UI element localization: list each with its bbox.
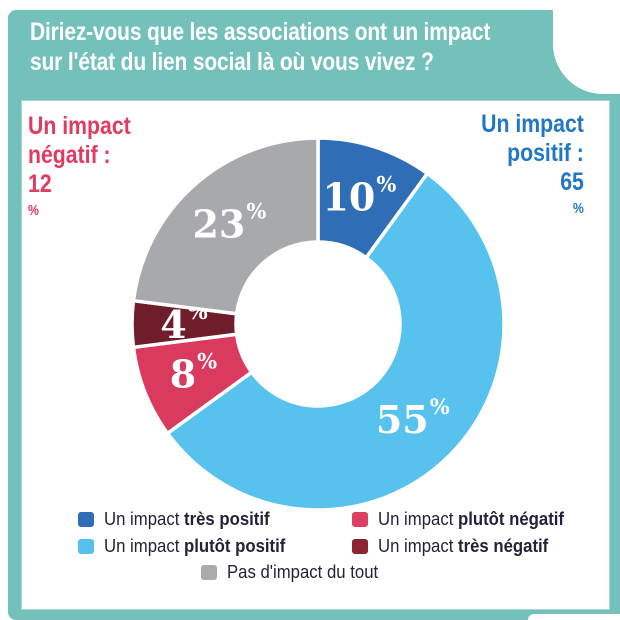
legend-swatch-plutot-negatif xyxy=(352,512,368,527)
annotation-negative-line1: Un impact xyxy=(28,112,131,140)
banner-title-line1: Diriez-vous que les associations ont un … xyxy=(30,18,491,46)
legend-swatch-pas-impact xyxy=(201,565,218,580)
legend-label-pas-impact: Pas d'impact du tout xyxy=(227,562,379,582)
legend-label-plutot-positif: Un impact plutôt positif xyxy=(104,536,286,556)
legend-item-tres-positif: Un impact très positif xyxy=(78,509,282,530)
legend-label-tres-positif: Un impact très positif xyxy=(104,509,270,529)
annotation-positive-line2: positif : 65% xyxy=(481,139,584,231)
legend-item-plutot-negatif: Un impact plutôt négatif xyxy=(352,509,578,530)
donut-label-1: 55% xyxy=(376,393,450,441)
donut-label-4: 23% xyxy=(192,198,266,246)
banner-title-line2: sur l'état du lien social là où vous viv… xyxy=(30,48,434,76)
legend-label-plutot-negatif: Un impact plutôt négatif xyxy=(378,509,565,529)
legend-swatch-plutot-positif xyxy=(78,539,94,554)
legend-swatch-tres-positif xyxy=(78,512,94,527)
legend-item-plutot-positif: Un impact plutôt positif xyxy=(78,536,299,557)
percent-sign: % xyxy=(28,202,39,219)
banner-title: Diriez-vous que les associations ont un … xyxy=(30,17,551,77)
legend-row-3: Pas d'impact du tout xyxy=(21,562,610,583)
annotation-positive: Un impact positif : 65% xyxy=(481,110,584,231)
legend-swatch-tres-negatif xyxy=(352,539,368,554)
annotation-negative-value: 12 xyxy=(28,170,52,198)
donut-segment-4 xyxy=(131,136,320,316)
percent-sign: % xyxy=(573,200,584,217)
annotation-positive-line1: Un impact xyxy=(481,110,584,138)
bottom-right-tab xyxy=(528,614,620,620)
donut-label-2: 8% xyxy=(170,348,217,396)
annotation-negative: Un impact négatif : 12% xyxy=(28,112,131,233)
donut-segment-1 xyxy=(165,171,506,512)
annotation-negative-line2: négatif : 12% xyxy=(28,141,131,233)
legend-item-pas-impact: Pas d'impact du tout xyxy=(201,562,390,583)
annotation-positive-value: 65 xyxy=(560,168,584,196)
legend-label-tres-negatif: Un impact très négatif xyxy=(378,536,549,556)
legend-item-tres-negatif: Un impact très négatif xyxy=(352,536,561,557)
donut-label-0: 10% xyxy=(322,171,396,219)
